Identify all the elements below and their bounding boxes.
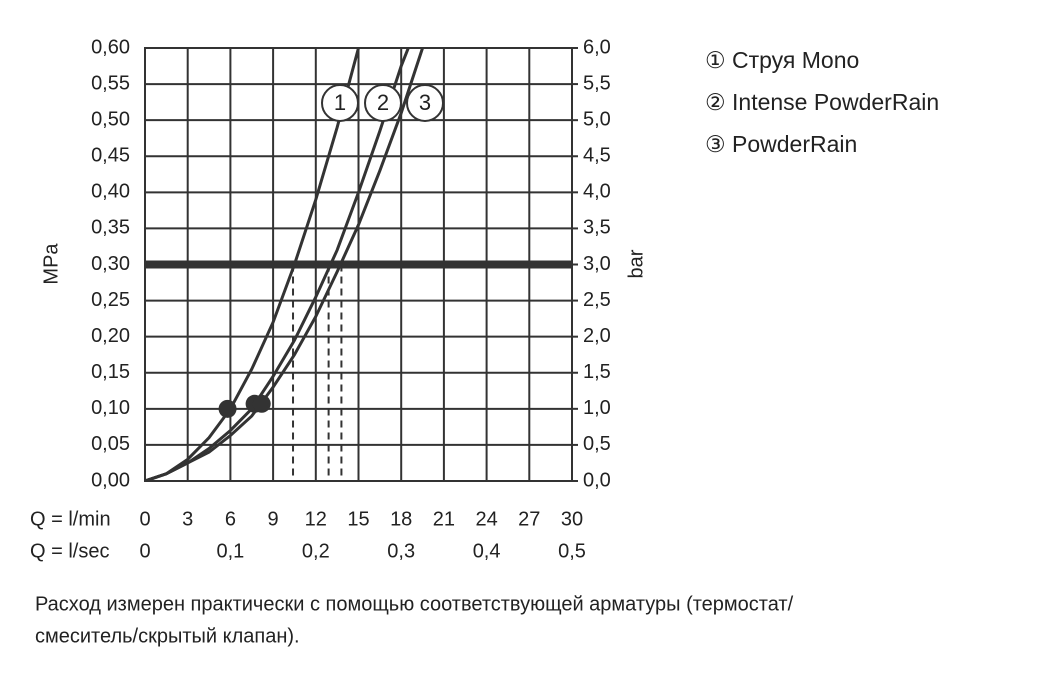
- y-axis-label: MPa: [40, 243, 62, 285]
- curve-label-circle: [364, 84, 402, 122]
- series-line: [145, 48, 424, 481]
- curve-label-circle: [406, 84, 444, 122]
- curve-label-circle: [321, 84, 359, 122]
- x2-tick-label: 0,3: [387, 540, 415, 562]
- x-axis-label: Q = l/min: [30, 508, 111, 530]
- marker: [252, 394, 271, 413]
- y-tick-label: 0,30: [91, 253, 130, 275]
- y2-axis-label: bar: [625, 249, 647, 278]
- curve-label: 3: [419, 90, 431, 115]
- legend-entry: ① Струя Mono: [705, 47, 859, 73]
- legend-entry: ② Intense PowderRain: [705, 89, 939, 115]
- y-tick-label: 0,05: [91, 433, 130, 455]
- x2-tick-label: 0,1: [216, 540, 244, 562]
- y2-tick-label: 2,0: [583, 325, 611, 347]
- y2-tick-label: 0,5: [583, 433, 611, 455]
- plot-frame: [144, 47, 573, 482]
- y2-tick-label: 1,5: [583, 361, 611, 383]
- y-tick-label: 0,55: [91, 72, 130, 94]
- x2-tick-label: 0,5: [558, 540, 586, 562]
- y2-tick-label: 4,5: [583, 145, 611, 167]
- y2-tick-label: 1,0: [583, 397, 611, 419]
- footnote: смеситель/скрытый клапан).: [35, 625, 300, 647]
- y-tick-label: 0,35: [91, 217, 130, 239]
- y-tick-label: 0,20: [91, 325, 130, 347]
- x2-tick-label: 0: [139, 540, 150, 562]
- legend-entry: ③ PowderRain: [705, 131, 857, 157]
- x-tick-label: 12: [305, 508, 327, 530]
- x-tick-label: 9: [268, 508, 279, 530]
- curve-label: 2: [377, 90, 389, 115]
- y2-tick-label: 3,0: [583, 253, 611, 275]
- y-tick-label: 0,60: [91, 36, 130, 58]
- y2-tick-label: 5,5: [583, 72, 611, 94]
- x2-axis-label: Q = l/sec: [30, 540, 109, 562]
- x-tick-label: 0: [139, 508, 150, 530]
- marker: [218, 399, 237, 418]
- x-tick-label: 27: [518, 508, 540, 530]
- x-tick-label: 21: [433, 508, 455, 530]
- x-tick-label: 24: [475, 508, 497, 530]
- y-tick-label: 0,10: [91, 397, 130, 419]
- x-tick-label: 15: [347, 508, 369, 530]
- y-tick-label: 0,40: [91, 181, 130, 203]
- x-tick-label: 3: [182, 508, 193, 530]
- x-tick-label: 6: [225, 508, 236, 530]
- x2-tick-label: 0,4: [473, 540, 501, 562]
- y2-tick-label: 0,0: [583, 469, 611, 491]
- y2-tick-label: 3,5: [583, 217, 611, 239]
- y2-tick-label: 2,5: [583, 289, 611, 311]
- x2-tick-label: 0,2: [302, 540, 330, 562]
- footnote: Расход измерен практически с помощью соо…: [35, 593, 794, 615]
- series-line: [145, 48, 360, 481]
- y-tick-label: 0,45: [91, 145, 130, 167]
- y-tick-label: 0,25: [91, 289, 130, 311]
- y-tick-label: 0,50: [91, 108, 130, 130]
- x-tick-label: 18: [390, 508, 412, 530]
- y-tick-label: 0,15: [91, 361, 130, 383]
- y2-tick-label: 5,0: [583, 108, 611, 130]
- curve-label: 1: [334, 90, 346, 115]
- y2-tick-label: 4,0: [583, 181, 611, 203]
- y2-tick-label: 6,0: [583, 36, 611, 58]
- x-tick-label: 30: [561, 508, 583, 530]
- y-tick-label: 0,00: [91, 469, 130, 491]
